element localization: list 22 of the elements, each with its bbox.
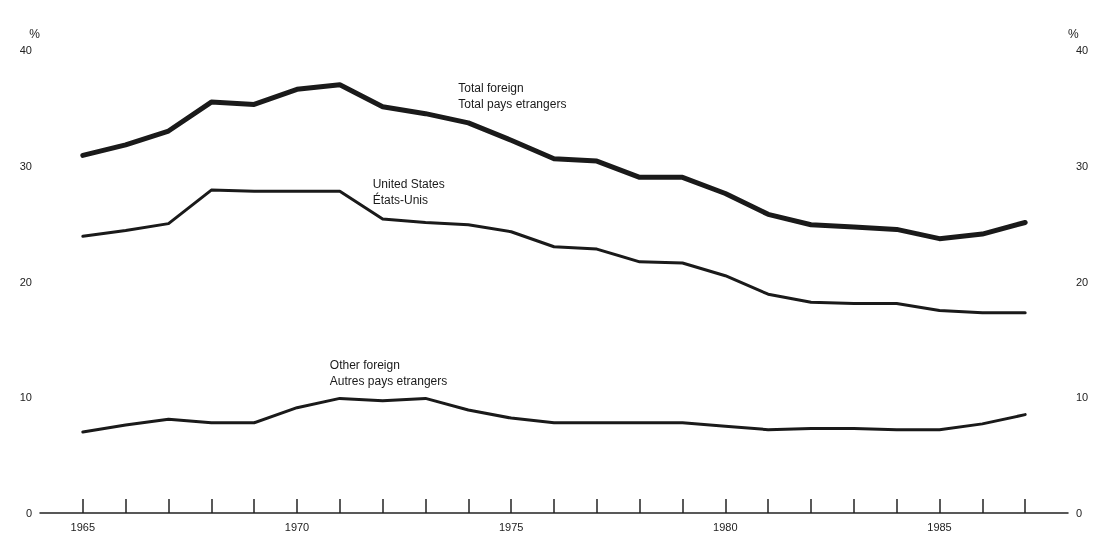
- line-series: [81, 396, 1027, 434]
- y-tick-label: 10: [19, 391, 32, 404]
- x-tick-label: 1970: [284, 520, 310, 533]
- series-label: United States États-Unis: [372, 176, 445, 207]
- y2-axis-title: %: [1068, 27, 1079, 41]
- series-label: Other foreign Autres pays etrangers: [329, 358, 448, 389]
- x-tick-label: 1965: [70, 520, 96, 533]
- line-series: [81, 188, 1027, 315]
- y-axis-title: %: [29, 27, 41, 41]
- x-tick-label: 1980: [713, 520, 738, 533]
- y2-tick-label: 0: [1076, 507, 1083, 519]
- x-tick-label: 1985: [927, 520, 952, 533]
- series-label: Total foreign Total pays etrangers: [458, 80, 567, 111]
- y-tick-label: 40: [19, 44, 32, 56]
- x-tick-label: 1975: [498, 520, 524, 533]
- y-tick-label: 0: [25, 507, 32, 519]
- y2-tick-label: 40: [1076, 44, 1089, 56]
- y2-tick-label: 10: [1076, 391, 1089, 404]
- y-tick-label: 20: [19, 275, 32, 288]
- y-tick-label: 30: [19, 159, 32, 172]
- y2-tick-label: 30: [1076, 159, 1089, 172]
- y2-tick-label: 20: [1076, 275, 1089, 288]
